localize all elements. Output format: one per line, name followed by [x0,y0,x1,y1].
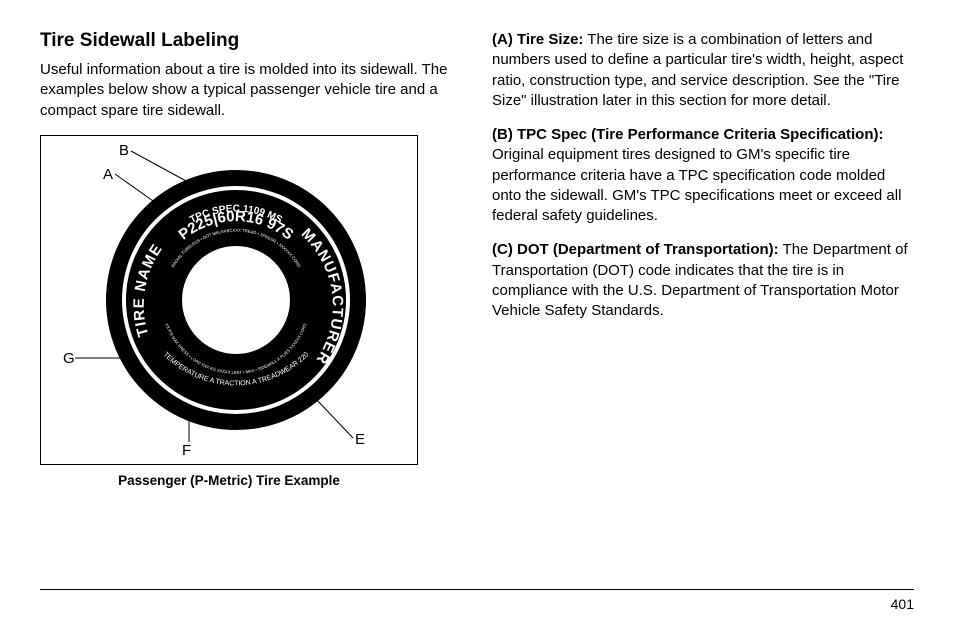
para-a-bold: (A) Tire Size: [492,31,583,48]
page-footer: 401 [40,589,914,612]
tire-ring-gap [122,186,350,414]
para-b-body: Original equipment tires designed to GM'… [492,146,901,224]
para-b: (B) TPC Spec (Tire Performance Criteria … [492,125,914,226]
para-c: (C) DOT (Department of Transportation): … [492,240,914,321]
tire-figure-box: B A C D G F E [40,135,418,465]
intro-paragraph: Useful information about a tire is molde… [40,60,462,121]
para-c-bold: (C) DOT (Department of Transportation): [492,241,779,258]
left-column: Tire Sidewall Labeling Useful informatio… [40,30,462,488]
tire-center-hole [182,246,290,354]
figure-caption: Passenger (P-Metric) Tire Example [40,473,418,488]
page-columns: Tire Sidewall Labeling Useful informatio… [40,30,914,488]
tire-outer-ring: TPC SPEC 1109 MS P225|60R16 97S TIRE NAM… [106,170,366,430]
right-column: (A) Tire Size: The tire size is a combin… [492,30,914,488]
footer-rule [40,589,914,590]
para-b-bold: (B) TPC Spec (Tire Performance Criteria … [492,126,884,143]
tire-main-disc [126,190,346,410]
section-title: Tire Sidewall Labeling [40,30,462,52]
para-a: (A) Tire Size: The tire size is a combin… [492,30,914,111]
page-number: 401 [40,596,914,612]
